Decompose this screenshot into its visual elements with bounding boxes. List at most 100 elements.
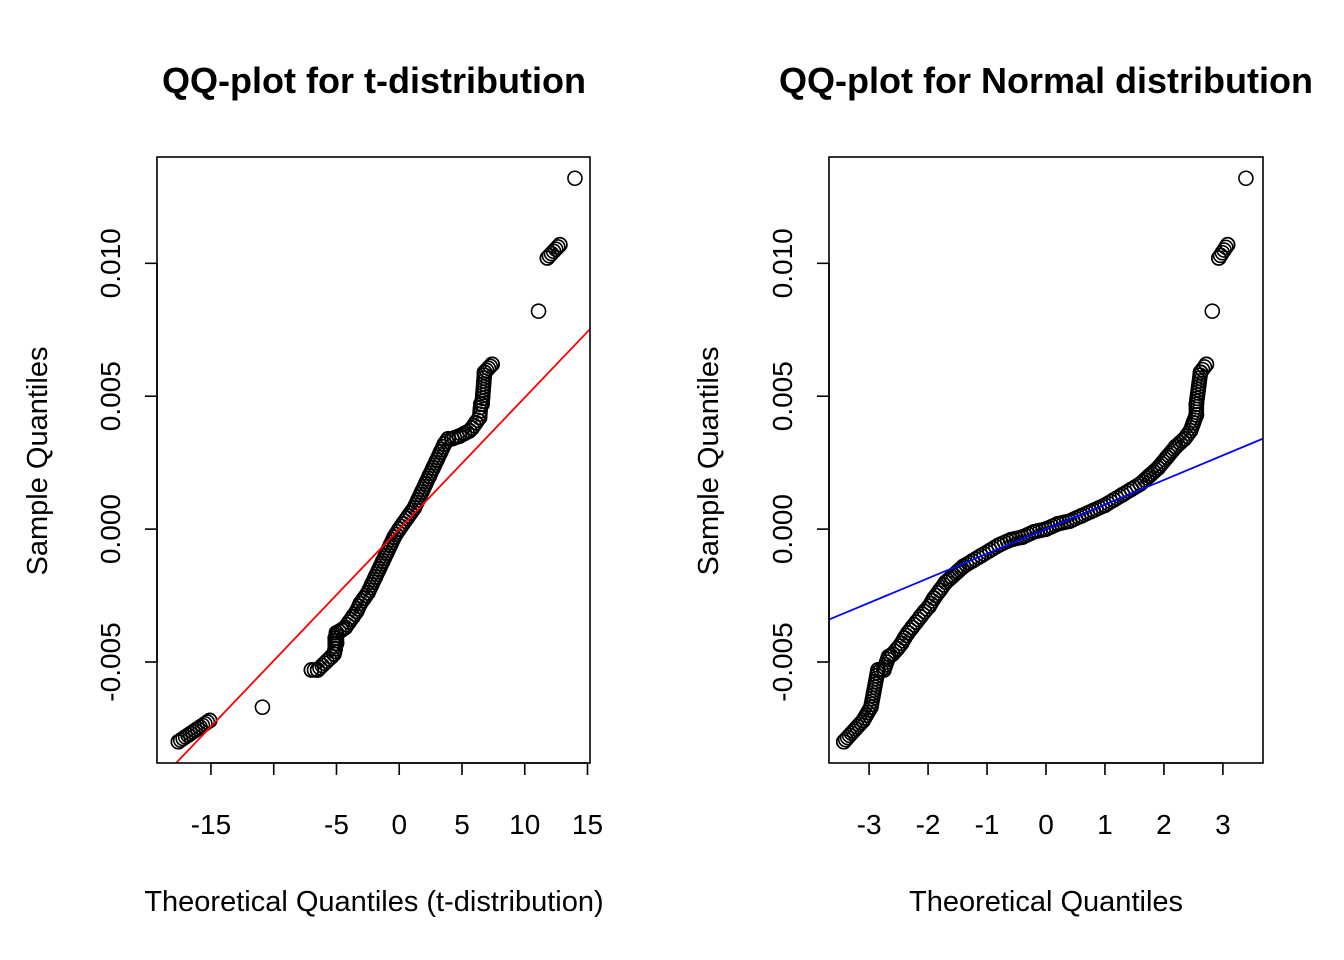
x-tick-label: 15 [572, 809, 603, 840]
data-point [1210, 250, 1227, 266]
data-point [1150, 460, 1166, 476]
y-tick-label: -0.005 [95, 622, 126, 701]
data-point [1238, 170, 1254, 187]
data-point [1192, 364, 1209, 381]
data-point [1167, 438, 1184, 455]
data-point [1188, 396, 1205, 412]
data-point [835, 733, 852, 750]
data-point [1185, 414, 1202, 431]
data-point [1159, 449, 1175, 466]
data-point [1219, 236, 1236, 253]
data-point [474, 396, 490, 412]
data-point [870, 662, 886, 678]
reference-line [174, 327, 590, 763]
x-tick-label: -1 [975, 809, 1000, 840]
data-point [323, 648, 340, 665]
data-point [303, 662, 320, 678]
x-tick-label: 3 [1215, 809, 1231, 840]
data-point [1002, 531, 1019, 548]
data-point [884, 646, 901, 662]
data-point [876, 662, 892, 678]
data-point [547, 241, 564, 257]
data-point [916, 603, 933, 620]
data-point [921, 598, 938, 614]
y-tick-label: 0.000 [767, 494, 798, 564]
data-point [855, 712, 872, 729]
data-point [1132, 476, 1149, 492]
data-point [1176, 430, 1193, 447]
data-point [1198, 356, 1215, 373]
data-point [328, 635, 345, 652]
data-point [1204, 303, 1221, 319]
data-point [367, 569, 384, 585]
data-point [429, 452, 445, 468]
x-tick-label: -5 [324, 809, 349, 840]
data-point [1182, 422, 1199, 439]
normal-distribution-qq-panel: QQ-plot for Normal distribution Theoreti… [693, 60, 1313, 918]
reference-line [829, 437, 1263, 621]
data-point [375, 553, 391, 569]
data-point [371, 561, 387, 577]
data-point [904, 619, 920, 636]
x-tick-label: 0 [391, 809, 407, 840]
data-point [889, 640, 906, 657]
data-point [170, 733, 187, 750]
x-axis-label: Theoretical Quantiles (t-distribution) [144, 886, 603, 918]
data-point [1218, 239, 1234, 256]
data-point [937, 574, 954, 591]
data-point [386, 529, 403, 545]
data-point [432, 444, 449, 460]
data-point [898, 627, 915, 644]
data-point [1196, 359, 1213, 375]
y-tick-label: -0.005 [767, 622, 798, 701]
chart-title: QQ-plot for Normal distribution [779, 60, 1313, 101]
data-point [480, 360, 497, 377]
data-point [930, 585, 946, 601]
data-point [1123, 481, 1140, 498]
data-point [482, 358, 499, 375]
data-point [530, 303, 547, 319]
x-tick-label: 0 [1038, 809, 1054, 840]
data-point [964, 553, 981, 569]
x-tick-label: 10 [509, 809, 540, 840]
data-point [360, 585, 376, 601]
data-point [326, 646, 342, 662]
data-point [410, 492, 426, 508]
data-point [863, 699, 879, 715]
data-point [912, 609, 929, 625]
data-point [378, 545, 395, 561]
x-tick-label: -15 [191, 809, 231, 840]
data-point [567, 170, 583, 187]
y-tick-label: 0.010 [95, 228, 126, 298]
data-point [880, 648, 897, 665]
data-point [414, 484, 430, 500]
plot-marks [170, 170, 590, 763]
data-point [197, 715, 213, 732]
x-tick-label: 1 [1097, 809, 1113, 840]
data-point [363, 577, 380, 593]
data-point [949, 563, 966, 580]
plot-area: -3 -2 -1 0 1 2 3 -0.005 0.000 0.005 0.010 [767, 156, 1264, 840]
data-point [549, 239, 566, 255]
data-point [1049, 515, 1066, 532]
data-point [327, 640, 344, 657]
x-tick-label: -2 [916, 809, 941, 840]
data-point [484, 356, 500, 373]
data-point [973, 547, 989, 564]
data-point [1141, 468, 1157, 484]
x-tick-label: 2 [1156, 809, 1172, 840]
data-point [478, 362, 495, 379]
data-point [908, 614, 925, 630]
y-axis-label: Sample Quantiles [22, 347, 54, 576]
data-point [1097, 497, 1113, 513]
data-point [417, 476, 434, 492]
data-point [254, 699, 271, 715]
x-tick-label: -3 [857, 809, 882, 840]
data-point [932, 582, 948, 599]
y-tick-label: 0.000 [95, 494, 126, 564]
t-distribution-qq-panel: QQ-plot for t-distribution Theoretical Q… [22, 60, 604, 918]
data-point [900, 624, 916, 641]
y-tick-label: 0.005 [95, 361, 126, 431]
y-tick-label: 0.005 [767, 361, 798, 431]
